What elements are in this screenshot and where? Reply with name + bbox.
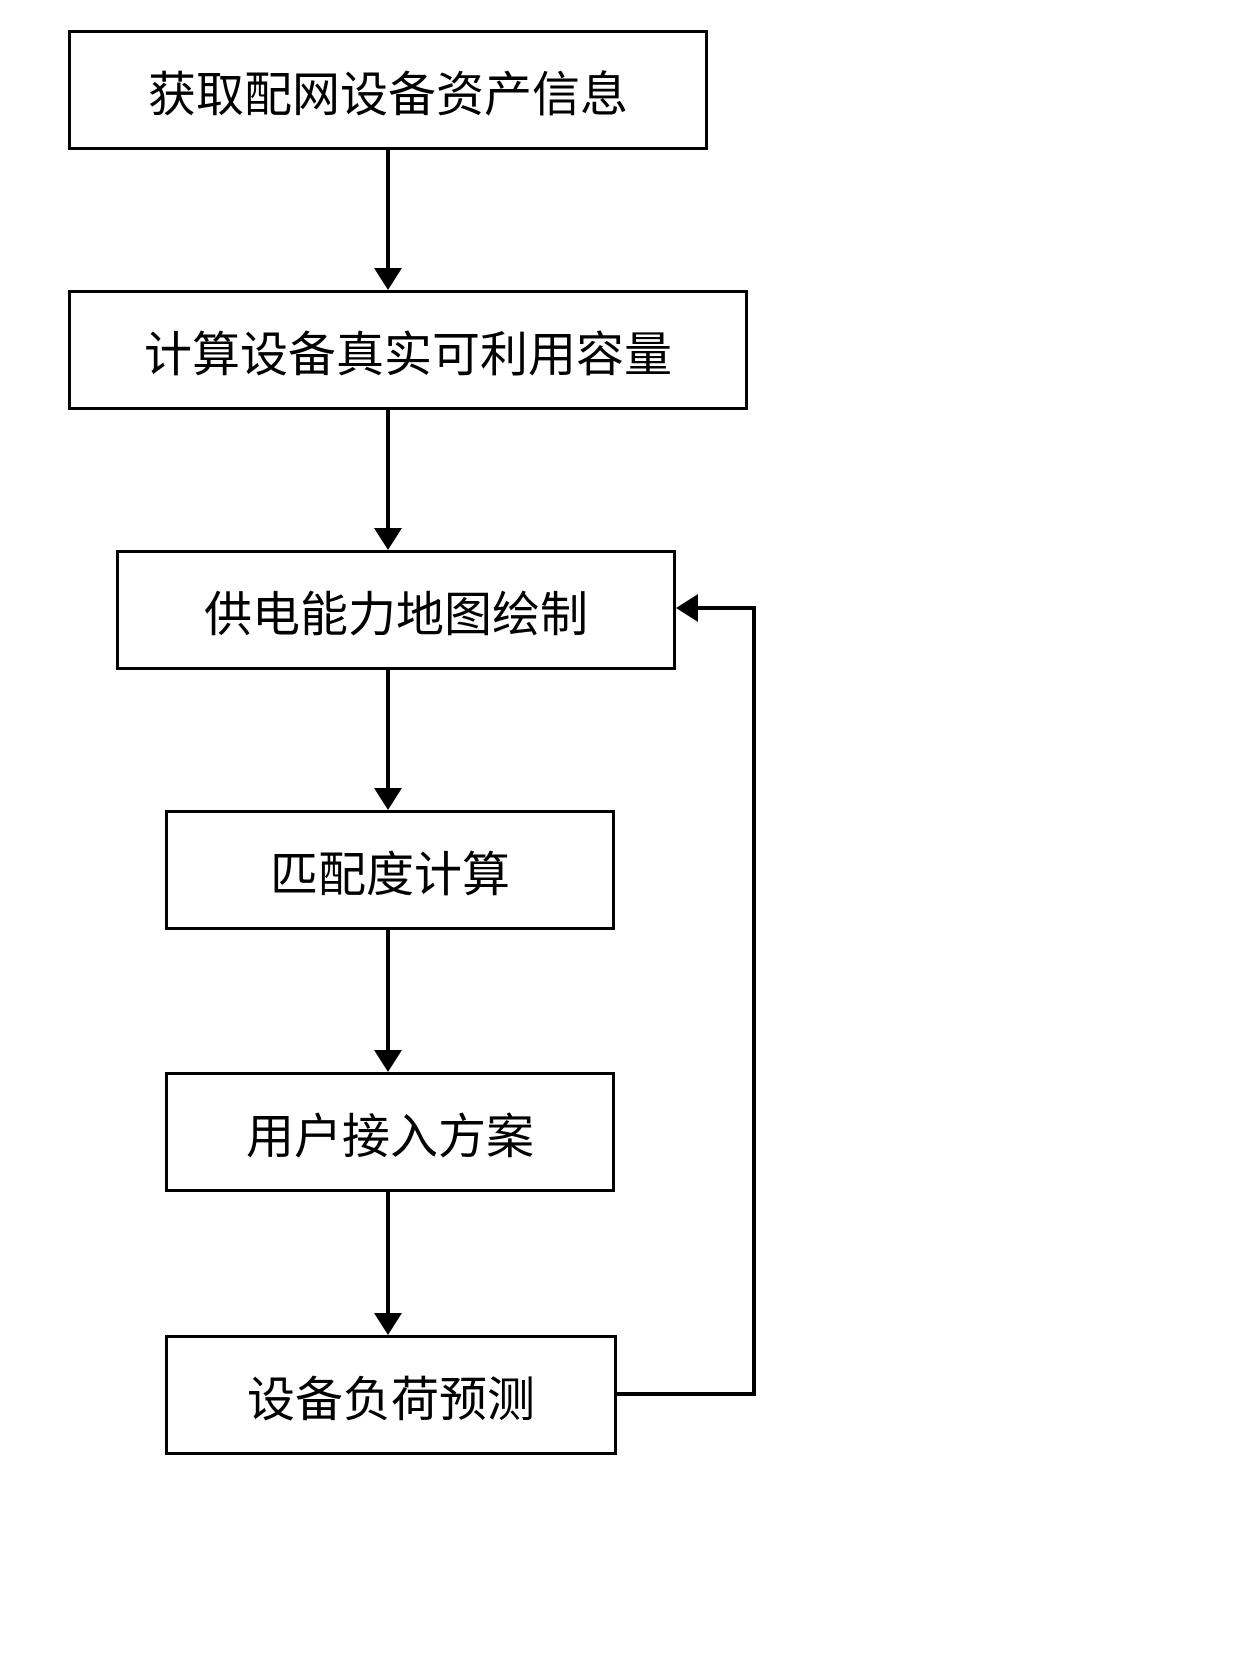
arrow-head	[374, 268, 402, 290]
flowchart-container: 获取配网设备资产信息 计算设备真实可利用容量 供电能力地图绘制 匹配度计算 用户…	[0, 0, 1240, 1673]
node-label: 计算设备真实可利用容量	[144, 315, 672, 385]
arrow-line	[386, 410, 390, 528]
arrow-line	[386, 150, 390, 268]
flowchart-node: 匹配度计算	[165, 810, 615, 930]
flowchart-node: 设备负荷预测	[165, 1335, 617, 1455]
flowchart-node: 用户接入方案	[165, 1072, 615, 1192]
node-label: 匹配度计算	[270, 835, 510, 905]
arrow-head	[374, 1050, 402, 1072]
flowchart-node: 供电能力地图绘制	[116, 550, 676, 670]
node-label: 供电能力地图绘制	[204, 575, 588, 645]
node-label: 设备负荷预测	[247, 1360, 535, 1430]
arrow-head	[374, 528, 402, 550]
arrow-head	[374, 788, 402, 810]
node-label: 获取配网设备资产信息	[148, 55, 628, 125]
arrow-line	[386, 1192, 390, 1313]
feedback-line-top	[698, 606, 756, 610]
feedback-line-bottom	[617, 1392, 756, 1396]
feedback-arrow-head	[676, 594, 698, 622]
arrow-line	[386, 670, 390, 788]
arrow-head	[374, 1313, 402, 1335]
flowchart-node: 获取配网设备资产信息	[68, 30, 708, 150]
flowchart-node: 计算设备真实可利用容量	[68, 290, 748, 410]
node-label: 用户接入方案	[246, 1097, 534, 1167]
feedback-line-vertical	[752, 606, 756, 1396]
arrow-line	[386, 930, 390, 1050]
